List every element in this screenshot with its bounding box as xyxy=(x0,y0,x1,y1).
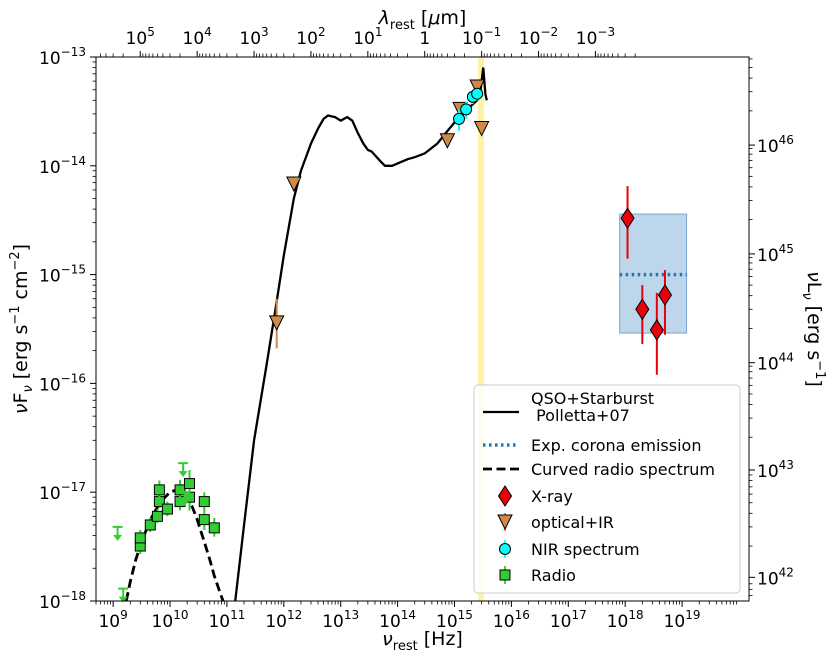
legend-label: optical+IR xyxy=(531,513,614,532)
top-tick-label: 103 xyxy=(239,25,268,49)
right-tick-label: 1046 xyxy=(757,133,794,157)
x-ray-point xyxy=(657,284,673,306)
legend-label: X-ray xyxy=(531,487,573,506)
top-tick-label: 101 xyxy=(353,25,382,49)
legend-handle-marker xyxy=(497,514,513,531)
radio-point xyxy=(174,484,186,496)
optical-ir-point xyxy=(473,121,490,137)
top-tick-label: 104 xyxy=(183,25,212,49)
data-points xyxy=(112,79,673,603)
y-tick-label: 10−18 xyxy=(39,589,86,613)
radio-point xyxy=(208,522,220,534)
x-ray-point xyxy=(649,319,664,341)
y-tick-label: 10−13 xyxy=(39,45,86,69)
radio-upper-limit-head xyxy=(178,471,188,478)
optical-ir-point xyxy=(268,315,285,331)
nir-spectrum-point xyxy=(471,87,484,100)
legend-label: Radio xyxy=(531,566,576,585)
x-tick-label: 1019 xyxy=(664,608,701,632)
background-regions xyxy=(478,57,688,601)
xray-uncertainty-box xyxy=(619,213,688,334)
y-axis-label: νFν [erg s−1 cm−2] xyxy=(8,244,36,414)
radio-point xyxy=(184,478,196,490)
x-ray-point xyxy=(635,298,650,321)
nir-spectrum-point xyxy=(460,103,473,116)
legend-label: NIR spectrum xyxy=(531,540,640,559)
nir-spectrum-point xyxy=(453,112,466,125)
x-axis-label: νrest [Hz] xyxy=(382,628,463,654)
optical-ir-point xyxy=(286,176,302,193)
legend-handle-marker xyxy=(499,543,511,555)
rest-frame-band xyxy=(478,57,485,601)
x-ray-point xyxy=(620,207,635,230)
x-tick-label: 1011 xyxy=(208,608,245,632)
optical-ir-point xyxy=(469,79,485,96)
top-axis-label: λrest [μm] xyxy=(378,7,467,33)
legend-label: QSO+Starburst Polletta+07 xyxy=(531,389,654,425)
y-tick-label: 10−15 xyxy=(39,263,86,287)
right-tick-label: 1043 xyxy=(757,458,794,482)
x-tick-label: 109 xyxy=(98,608,127,632)
radio-upper-limit-head xyxy=(113,534,123,541)
x-tick-label: 1016 xyxy=(493,608,530,632)
right-tick-label: 1045 xyxy=(757,242,794,266)
right-tick-label: 1044 xyxy=(757,351,794,375)
top-tick-label: 1 xyxy=(419,29,430,49)
radio-point xyxy=(151,510,163,522)
top-tick-label: 10−1 xyxy=(462,25,501,49)
legend-label: Exp. corona emission xyxy=(531,436,701,455)
radio-point xyxy=(198,514,210,526)
radio-point xyxy=(198,496,210,508)
top-tick-label: 10−2 xyxy=(519,25,558,49)
x-tick-label: 1017 xyxy=(550,608,587,632)
right-tick-label: 1042 xyxy=(757,565,794,589)
legend-box xyxy=(473,384,741,594)
x-tick-label: 1012 xyxy=(265,608,302,632)
axes: 109 1010 1011 1012 1013 1014 1015 1016 1017 1018 1… xyxy=(39,25,794,632)
optical-ir-point xyxy=(439,133,456,149)
radio-point xyxy=(153,484,165,496)
y2-axis-label: νLν [erg s−1] xyxy=(799,271,827,387)
top-tick-label: 105 xyxy=(126,25,155,49)
legend-handle-marker xyxy=(497,485,513,507)
y-tick-label: 10−14 xyxy=(39,154,86,178)
legend: QSO+Starburst Polletta+07 Exp. corona emi… xyxy=(473,384,741,594)
qso-starburst-line xyxy=(234,67,488,601)
y-tick-label: 10−17 xyxy=(39,480,86,504)
x-tick-label: 1015 xyxy=(436,608,473,632)
top-tick-label: 10−3 xyxy=(576,25,615,49)
x-tick-label: 1013 xyxy=(322,608,359,632)
plot-frame xyxy=(95,56,750,602)
legend-label: Curved radio spectrum xyxy=(531,460,715,479)
radio-point xyxy=(134,532,146,544)
y-tick-label: 10−16 xyxy=(39,371,86,395)
radio-point xyxy=(161,503,173,515)
x-tick-label: 1014 xyxy=(379,608,416,632)
x-tick-label: 1018 xyxy=(607,608,644,632)
legend-handle-marker xyxy=(499,569,511,581)
top-tick-label: 102 xyxy=(296,25,325,49)
radio-upper-limit-head xyxy=(180,500,190,507)
radio-point xyxy=(144,519,156,531)
x-tick-label: 1010 xyxy=(152,608,189,632)
radio-upper-limit-head xyxy=(118,596,128,603)
